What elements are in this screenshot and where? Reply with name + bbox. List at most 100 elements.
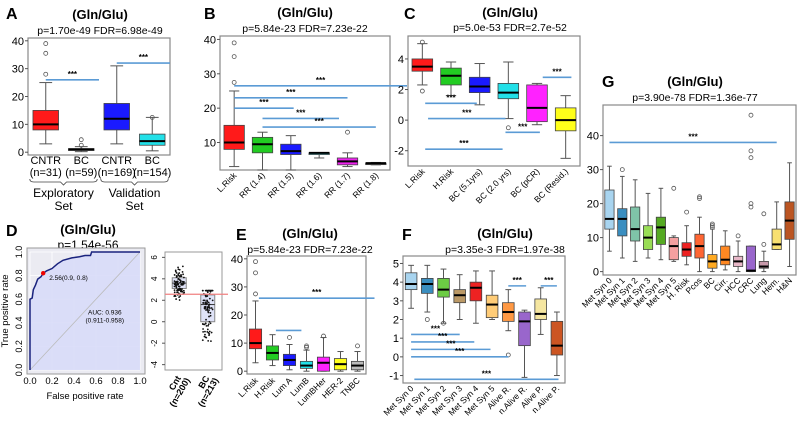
jitter-point — [208, 297, 211, 300]
outlier-point — [78, 142, 84, 148]
jitter-point — [207, 339, 210, 342]
outlier-point — [424, 317, 430, 322]
box-5 — [333, 351, 348, 372]
box-1 — [68, 137, 95, 153]
box-7 — [518, 309, 531, 378]
outlier-point — [321, 333, 326, 339]
x-tick-label: (n=154) — [133, 167, 171, 179]
outlier-point — [231, 79, 237, 85]
box-iqr — [745, 245, 756, 273]
jitter-point — [208, 315, 210, 318]
panel-title: (Gln/Glu) — [482, 5, 538, 20]
x-tick-label: 0.2 — [45, 376, 58, 387]
box-5 — [365, 161, 387, 166]
jitter-point — [206, 291, 209, 294]
box-iqr — [280, 143, 302, 155]
outlier-point — [345, 129, 350, 135]
jitter-point — [174, 270, 177, 273]
jitter-point — [179, 287, 182, 290]
box-3 — [497, 61, 520, 131]
jitter-point — [204, 333, 206, 336]
box-4 — [336, 129, 359, 168]
significance-label: *** — [314, 117, 324, 126]
box-14 — [784, 162, 795, 267]
y-tick-label: 0.0 — [14, 364, 24, 377]
jitter-point — [178, 285, 181, 288]
jitter-point — [182, 281, 185, 284]
y-tick-label: 0.4 — [14, 317, 24, 330]
jitter-point — [202, 330, 205, 333]
y-tick-label: 40 — [12, 36, 24, 48]
jitter-point — [179, 279, 182, 282]
box-iqr — [469, 281, 483, 302]
jitter-point — [173, 280, 176, 283]
x-tick-label: BC — [74, 155, 89, 167]
outlier-point — [231, 54, 237, 60]
y-tick-label: 20 — [587, 199, 599, 211]
panel-stats: p=5.84e-23 FDR=7.23e-22 — [242, 23, 368, 35]
box-4 — [316, 333, 331, 372]
x-axis-label: False positive rate — [46, 391, 123, 402]
outlier-point — [671, 185, 677, 191]
outlier-point — [748, 201, 754, 207]
box-iqr — [617, 208, 628, 237]
x-tick-label: 0.0 — [23, 376, 36, 387]
jitter-point — [204, 305, 207, 308]
significance-label: *** — [68, 70, 78, 79]
jitter-point — [203, 299, 206, 302]
x-tick-label: (n=59) — [65, 167, 97, 179]
box-iqr — [604, 189, 615, 230]
box-iqr — [526, 84, 548, 123]
box-8 — [707, 221, 718, 273]
jitter-point — [205, 289, 208, 292]
panel-title: (Gln/Glu) — [282, 226, 338, 241]
jitter-point — [204, 322, 207, 325]
y-tick-label: 40 — [587, 131, 599, 143]
jitter-point — [209, 312, 212, 314]
box-2 — [630, 179, 641, 262]
box-6 — [502, 289, 515, 358]
panel-label: E — [236, 227, 247, 244]
x-tick-label: 0.8 — [111, 376, 124, 387]
panel-g: G (Gln/Glu) p=3.90e-78 FDR=1.36e-77 0 10 20 30… — [580, 74, 797, 309]
y-tick-label: 1 — [393, 333, 399, 345]
outlier-point — [709, 223, 715, 229]
jitter-point — [210, 289, 213, 292]
group-label: Set — [54, 199, 73, 213]
y-tick-label: 4 — [393, 277, 399, 289]
jitter-point — [182, 273, 185, 276]
jitter-point — [205, 318, 207, 321]
significance-label: *** — [459, 139, 469, 148]
box-1 — [421, 264, 434, 322]
group-label: Validation — [109, 186, 161, 200]
significance-label: *** — [139, 53, 149, 62]
outlier-point — [748, 204, 754, 210]
box-iqr — [437, 278, 450, 298]
box-2 — [437, 268, 450, 326]
y-axis-label: True positive rate — [0, 274, 11, 347]
y-tick-label: 30 — [231, 282, 243, 294]
jitter-point — [181, 283, 184, 286]
jitter-point — [180, 273, 182, 276]
outlier-point — [709, 221, 715, 227]
outlier-point — [697, 196, 702, 201]
x-tick-label: RR (1.7) — [322, 170, 352, 200]
box-iqr — [518, 311, 531, 347]
box-6 — [350, 343, 365, 372]
box-3 — [453, 274, 466, 320]
box-3 — [308, 151, 330, 159]
outlier-point — [419, 88, 425, 94]
jitter-point — [182, 276, 185, 279]
box-13 — [771, 201, 782, 250]
outlier-point — [253, 291, 258, 297]
significance-label: *** — [438, 332, 448, 341]
panel-title: (Gln/Glu) — [667, 74, 723, 89]
box-0 — [404, 264, 418, 309]
box-iqr — [421, 278, 434, 294]
significance-label: *** — [552, 67, 562, 76]
panel-label: A — [6, 6, 18, 23]
cutoff-label: 2.56(0.9, 0.8) — [49, 275, 88, 282]
outlier-point — [355, 343, 360, 349]
jitter-point — [181, 265, 184, 268]
jitter-point — [204, 330, 206, 333]
